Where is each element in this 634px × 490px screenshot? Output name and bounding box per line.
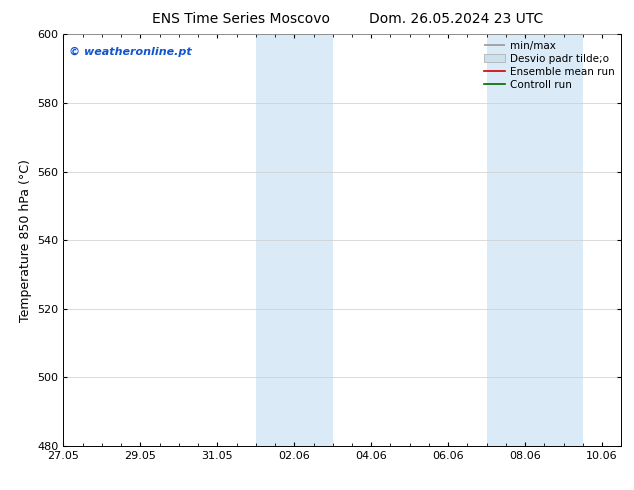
Text: ENS Time Series Moscovo: ENS Time Series Moscovo: [152, 12, 330, 26]
Bar: [256, 34, 333, 446]
Y-axis label: Temperature 850 hPa (°C): Temperature 850 hPa (°C): [19, 159, 32, 321]
Text: Dom. 26.05.2024 23 UTC: Dom. 26.05.2024 23 UTC: [370, 12, 543, 26]
Text: © weatheronline.pt: © weatheronline.pt: [69, 47, 191, 57]
Legend: min/max, Desvio padr tilde;o, Ensemble mean run, Controll run: min/max, Desvio padr tilde;o, Ensemble m…: [480, 36, 619, 94]
Bar: [487, 34, 583, 446]
